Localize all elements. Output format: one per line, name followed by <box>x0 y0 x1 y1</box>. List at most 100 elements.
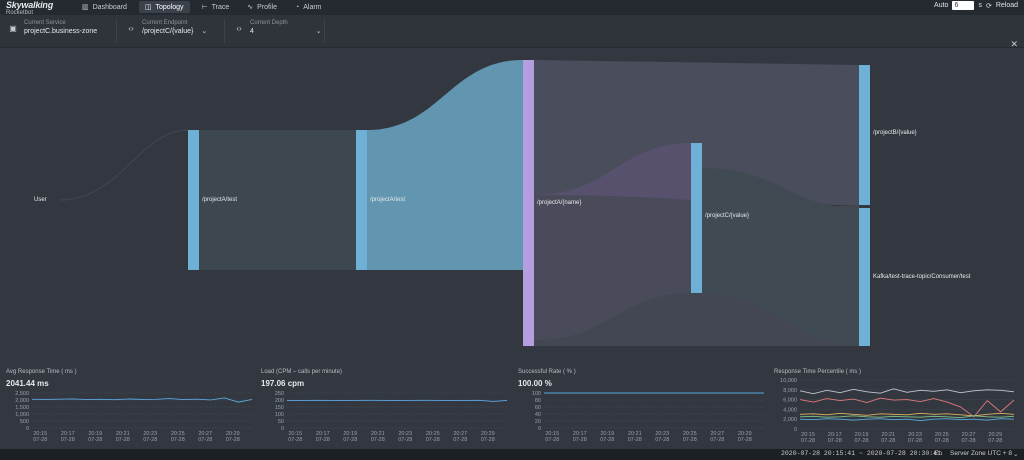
nav-topology[interactable]: ◫ Topology <box>138 1 190 13</box>
avg-response-chart: 2,5002,0001,5001,000500020:1507-2820:170… <box>15 391 253 443</box>
node-bar-projecta-test-1[interactable] <box>188 130 199 270</box>
y-tick-label: 50 <box>278 419 284 425</box>
node-label-projectc-value[interactable]: /projectC/{value} <box>705 213 750 219</box>
reload-icon[interactable]: ⟳ <box>985 2 992 10</box>
x-tick-time: 20:19 <box>88 431 102 437</box>
metric-title: Load (CPM – calls per minute) <box>261 369 343 375</box>
language-toggle[interactable]: En <box>934 450 942 457</box>
close-icon[interactable]: ✕ <box>1010 39 1018 49</box>
flow-projecta-to-projecta <box>199 130 356 270</box>
series-line-2 <box>799 412 1015 417</box>
x-tick-time: 20:29 <box>481 431 495 437</box>
nav-alarm[interactable]: ◔ Alarm <box>289 1 328 13</box>
y-tick-label: 250 <box>275 391 284 397</box>
node-bar-projecta-name[interactable] <box>523 60 534 346</box>
node-label-projecta-name[interactable]: /projectA/{name} <box>537 200 582 206</box>
app-subtitle: Rocketbot <box>6 10 34 16</box>
x-tick-time: 20:23 <box>655 431 669 437</box>
auto-interval-input[interactable]: 6 <box>952 1 975 10</box>
trace-icon: ⊢ <box>201 4 208 11</box>
x-tick-time: 20:15 <box>33 431 47 437</box>
auto-label: Auto <box>934 2 949 9</box>
flow-projectc-to-kafka <box>702 168 859 346</box>
series-line-1 <box>799 397 1015 418</box>
y-tick-label: 0 <box>538 426 541 432</box>
x-tick-time: 20:21 <box>371 431 385 437</box>
x-tick-time: 20:15 <box>545 431 559 437</box>
x-tick-time: 20:21 <box>628 431 642 437</box>
node-label-kafka[interactable]: Kafka/test-trace-topic/Consumer/test <box>873 274 971 280</box>
profile-icon: ∿ <box>247 4 254 11</box>
x-tick-date: 07-28 <box>545 437 559 443</box>
x-tick-time: 20:27 <box>962 432 976 438</box>
x-tick-date: 07-28 <box>316 437 330 443</box>
x-tick-date: 07-28 <box>710 437 724 443</box>
nav-label: Dashboard <box>92 3 127 11</box>
nav-dashboard[interactable]: ▥ Dashboard <box>76 1 133 13</box>
y-tick-label: 0 <box>281 426 284 432</box>
node-label-projecta-test-1[interactable]: /projectA/test <box>202 197 238 203</box>
success-rate-chart: 10080604020020:1507-2820:1707-2820:1907-… <box>532 391 764 443</box>
alarm-icon: ◔ <box>295 3 300 11</box>
y-tick-label: 500 <box>20 419 29 425</box>
endpoint-selector[interactable]: ‹› Current Endpoint /projectC/{value} ⌄ <box>124 19 225 43</box>
y-tick-label: 2,500 <box>15 391 29 397</box>
metric-success-rate: Successful Rate ( % ) 100.00 % 100 80 60 40… <box>518 368 768 448</box>
x-tick-date: 07-28 <box>88 437 102 443</box>
series-line-4 <box>799 418 1015 422</box>
y-tick-label: 1,000 <box>15 412 29 418</box>
nav-trace[interactable]: ⊢ Trace <box>196 1 236 13</box>
x-tick-time: 20:25 <box>426 431 440 437</box>
dashboard-icon: ▥ <box>82 4 89 11</box>
node-bar-kafka[interactable] <box>859 208 870 346</box>
x-tick-time: 20:17 <box>61 431 75 437</box>
percentile-chart: 10,0008,0006,0004,0002,000020:1507-2820:… <box>780 378 1015 444</box>
topology-toolbar: ▣ Current Service projectC.business-zone… <box>0 15 1024 49</box>
x-tick-time: 20:29 <box>226 431 240 437</box>
top-nav-bar: Skywalking Rocketbot ▥ Dashboard ◫ Topology… <box>0 0 1024 16</box>
metric-avg-response: Avg Response Time ( ms ) 2041.44 ms 2,50… <box>6 368 256 448</box>
node-bar-projectc-value[interactable] <box>691 143 702 293</box>
code-icon: ‹› <box>236 24 242 33</box>
x-tick-time: 20:19 <box>600 431 614 437</box>
auto-unit: s <box>978 2 982 9</box>
y-tick-label: 0 <box>26 426 29 432</box>
y-tick-label: 4,000 <box>783 407 797 413</box>
x-tick-date: 07-28 <box>33 437 47 443</box>
chevron-down-icon[interactable]: ⌄ <box>1013 451 1019 458</box>
metric-value: 197.06 cpm <box>261 379 305 388</box>
node-label-projecta-test-2[interactable]: /projectA/test <box>370 197 406 203</box>
series-line-3 <box>799 415 1015 419</box>
status-footer: 2020-07-28 20:15:41 ~ 2020-07-28 20:30:4… <box>0 449 1024 460</box>
endpoint-value: /projectC/{value} <box>142 28 194 35</box>
x-tick-date: 07-28 <box>226 437 240 443</box>
node-label-projectb-value[interactable]: /projectB/{value} <box>873 130 917 136</box>
app-logo[interactable]: Skywalking Rocketbot <box>6 0 53 16</box>
nav-profile[interactable]: ∿ Profile <box>241 1 283 13</box>
node-bar-projectb-value[interactable] <box>859 65 870 205</box>
x-tick-date: 07-28 <box>61 437 75 443</box>
x-tick-date: 07-28 <box>908 438 922 444</box>
node-bar-projecta-test-2[interactable] <box>356 130 367 270</box>
chevron-down-icon: ⌄ <box>201 28 208 35</box>
x-tick-date: 07-28 <box>171 437 185 443</box>
load-chart: 25020015010050020:1507-2820:1707-2820:19… <box>275 391 508 443</box>
y-tick-label: 20 <box>535 419 541 425</box>
flow-projecta-to-name <box>367 60 523 270</box>
flow-user-to-projecta <box>59 129 189 201</box>
y-tick-label: 8,000 <box>783 388 797 394</box>
x-tick-time: 20:19 <box>855 432 869 438</box>
y-tick-label: 1,500 <box>15 405 29 411</box>
time-range[interactable]: 2020-07-28 20:15:41 ~ 2020-07-28 20:30:4… <box>781 450 941 457</box>
endpoint-label: Current Endpoint <box>142 20 188 26</box>
service-selector[interactable]: ▣ Current Service projectC.business-zone <box>6 19 117 43</box>
y-tick-label: 40 <box>535 412 541 418</box>
x-tick-date: 07-28 <box>881 438 895 444</box>
node-label-user[interactable]: User <box>34 197 47 203</box>
y-tick-label: 80 <box>535 398 541 404</box>
depth-selector[interactable]: ‹› Current Depth 4 ⌄ <box>232 19 325 43</box>
x-tick-time: 20:29 <box>738 431 752 437</box>
main-nav: ▥ Dashboard ◫ Topology ⊢ Trace ∿ Profile ◔ Alarm <box>76 1 328 13</box>
x-tick-date: 07-28 <box>116 437 130 443</box>
reload-button[interactable]: Reload <box>995 2 1018 9</box>
